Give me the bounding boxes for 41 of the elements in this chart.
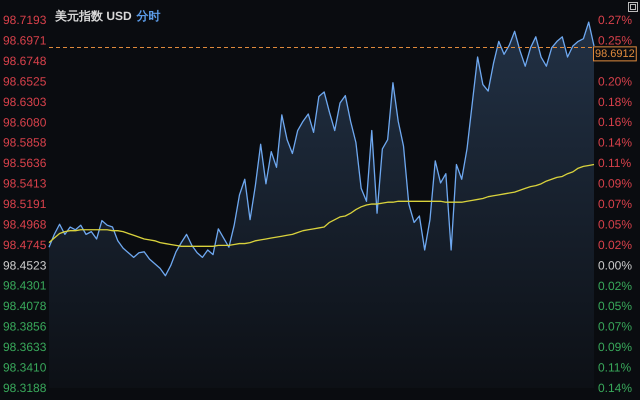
y2-tick-label: 0.02% [598, 278, 632, 293]
y2-tick-label: 0.07% [598, 320, 632, 334]
y2-tick-label: 0.02% [598, 238, 632, 252]
y-tick-label: 98.4745 [3, 238, 47, 252]
y2-tick-label: 0.16% [598, 115, 632, 130]
y2-tick-label: 0.25% [598, 33, 632, 48]
y-tick-label: 98.4523 [3, 258, 47, 272]
y-tick-label: 98.5413 [3, 176, 47, 191]
y2-tick-label: 0.18% [598, 94, 632, 109]
y2-tick-label: 0.14% [598, 381, 632, 395]
y-tick-label: 98.5191 [3, 196, 47, 211]
y-tick-label: 98.3410 [3, 360, 47, 375]
y2-tick-label: 0.00% [598, 258, 632, 272]
chart-subtitle: 分时 [136, 9, 161, 23]
y-tick-label: 98.3633 [3, 340, 47, 354]
y2-tick-label: 0.27% [598, 13, 632, 27]
y2-tick-label: 0.20% [598, 74, 632, 88]
y2-tick-label: 0.07% [598, 197, 632, 211]
y2-tick-label: 0.11% [598, 156, 632, 170]
y-tick-label: 98.4078 [3, 299, 47, 314]
y2-tick-label: 0.14% [598, 136, 632, 150]
y-tick-label: 98.3188 [3, 381, 47, 395]
y-tick-label: 98.5636 [3, 156, 47, 170]
y-tick-label: 98.6971 [3, 33, 47, 48]
y2-tick-label: 0.05% [598, 299, 632, 314]
y2-tick-label: 0.09% [598, 176, 632, 191]
ref-line-label: 98.6912 [595, 48, 635, 60]
y-tick-label: 98.5858 [3, 136, 47, 150]
y-tick-label: 98.4301 [3, 278, 47, 293]
y2-tick-label: 0.05% [598, 217, 632, 232]
line-series [48, 164, 595, 247]
y-tick-label: 98.6748 [3, 54, 47, 68]
y-tick-label: 98.7193 [3, 13, 47, 27]
y-tick-label: 98.3856 [3, 320, 47, 334]
y2-tick-label: 0.09% [598, 340, 632, 354]
chart-title: 美元指数 USD [54, 9, 132, 23]
y-tick-label: 98.6303 [3, 94, 47, 109]
y-tick-label: 98.4968 [3, 217, 47, 232]
y-tick-label: 98.6525 [3, 74, 47, 88]
y-tick-label: 98.6080 [3, 115, 47, 130]
y2-tick-label: 0.11% [598, 360, 632, 375]
